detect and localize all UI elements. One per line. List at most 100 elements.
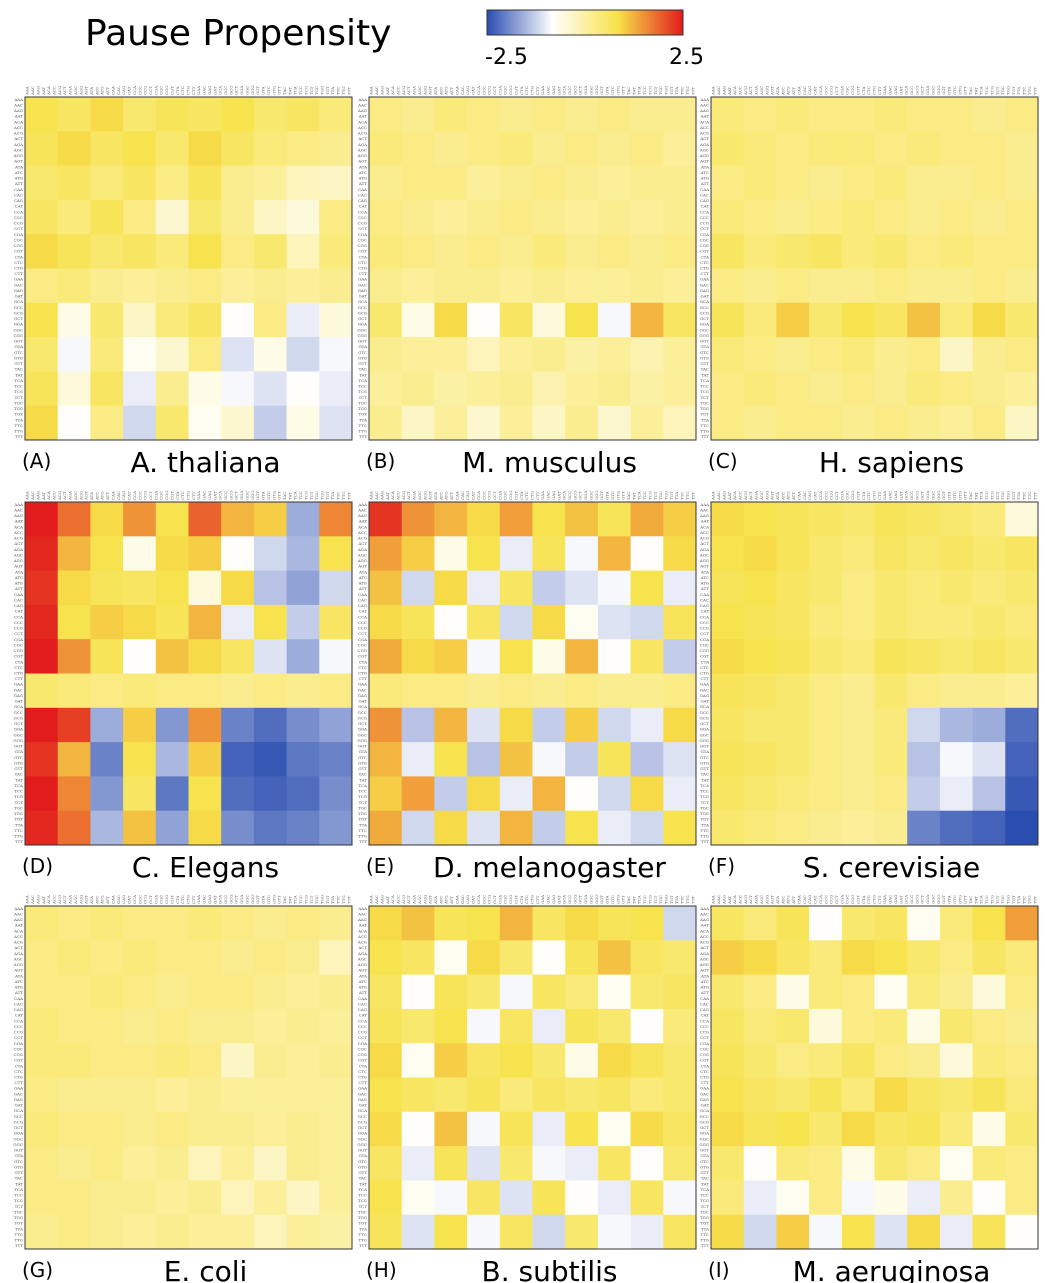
x-codon-label: TAC bbox=[968, 87, 973, 95]
x-codon-label: CGT bbox=[169, 895, 174, 904]
x-codon-label: CAG bbox=[121, 86, 126, 95]
y-codon-label: CTA bbox=[701, 1063, 710, 1068]
y-codon-label: GTC bbox=[14, 755, 23, 760]
heatmap-cell bbox=[597, 199, 632, 235]
x-codon-label: GCA bbox=[904, 491, 909, 500]
x-codon-label: AGT bbox=[428, 86, 433, 96]
x-codon-label: AGG bbox=[78, 86, 83, 96]
y-codon-label: GGA bbox=[358, 322, 367, 327]
heatmap-cell bbox=[319, 405, 353, 441]
heatmap-cell bbox=[776, 707, 810, 743]
heatmap-cell bbox=[25, 707, 59, 743]
x-codon-label: CGC bbox=[845, 895, 850, 904]
x-codon-label: ATA bbox=[433, 87, 438, 96]
x-codon-label: TGT bbox=[325, 491, 330, 500]
y-codon-label: TGT bbox=[358, 817, 367, 822]
heatmap-border bbox=[368, 905, 697, 1250]
heatmap-cell bbox=[123, 337, 157, 372]
x-codon-label: GAC bbox=[546, 491, 551, 500]
x-codon-label: TGC bbox=[658, 895, 663, 904]
x-codon-label: GGA bbox=[583, 491, 588, 500]
x-codon-label: TTT bbox=[690, 896, 695, 904]
y-codon-label: CTC bbox=[14, 1069, 23, 1074]
heatmap-cell bbox=[499, 268, 533, 304]
x-codon-label: ATC bbox=[438, 896, 443, 905]
x-codon-label: GTT bbox=[621, 491, 626, 500]
y-codon-label: TCA bbox=[700, 783, 709, 788]
x-codon-label: CGT bbox=[855, 491, 860, 500]
y-codon-label: GAG bbox=[14, 288, 23, 293]
heatmap-cell bbox=[776, 570, 810, 606]
x-codon-label: TTG bbox=[1027, 491, 1032, 500]
heatmap-cell bbox=[467, 974, 501, 1010]
heatmap-cell bbox=[565, 268, 599, 304]
heatmap-cell bbox=[565, 536, 599, 572]
y-codon-label: GTT bbox=[358, 1170, 367, 1175]
y-codon-label: GTA bbox=[14, 1153, 23, 1158]
y-codon-label: GGA bbox=[700, 322, 709, 327]
heatmap-cell bbox=[630, 1180, 664, 1216]
y-codon-label: AAT bbox=[14, 519, 24, 524]
y-codon-label: CGG bbox=[700, 648, 709, 653]
x-codon-label: GTG bbox=[271, 895, 276, 904]
heatmap-cell bbox=[565, 906, 599, 941]
y-codon-label: ATG bbox=[13, 985, 23, 990]
heatmap-cell bbox=[155, 1077, 189, 1113]
x-codon-label: AGG bbox=[764, 86, 769, 96]
heatmap-cell bbox=[565, 776, 599, 812]
heatmap-cell bbox=[565, 604, 599, 640]
heatmap-cell bbox=[663, 234, 697, 269]
x-codon-label: TAT bbox=[287, 87, 292, 95]
heatmap-cell bbox=[188, 707, 222, 743]
x-codon-label: CCT bbox=[492, 491, 497, 500]
y-codon-label: CGC bbox=[700, 642, 709, 647]
heatmap-cell bbox=[743, 97, 777, 132]
heatmap-cell bbox=[1005, 639, 1039, 674]
x-codon-label: GAA bbox=[196, 491, 201, 500]
x-codon-label: GTA bbox=[261, 491, 266, 500]
heatmap-cell bbox=[907, 940, 941, 976]
heatmap-cell bbox=[630, 570, 664, 606]
x-codon-label: CAC bbox=[116, 895, 121, 904]
heatmap-cell bbox=[841, 502, 875, 537]
y-codon-label: GGA bbox=[14, 322, 23, 327]
y-codon-label: GGG bbox=[13, 1142, 23, 1147]
y-codon-label: AGC bbox=[357, 147, 367, 152]
x-codon-label: GAG bbox=[551, 895, 556, 904]
heatmap-cell bbox=[123, 570, 157, 606]
y-codon-label: GAC bbox=[700, 282, 709, 287]
heatmap-cell bbox=[155, 639, 189, 674]
heatmap-cell bbox=[1005, 1111, 1039, 1147]
heatmap-cell bbox=[57, 707, 91, 743]
heatmap-cell bbox=[221, 974, 255, 1010]
x-codon-label: ATT bbox=[105, 896, 110, 905]
x-codon-label: AGC bbox=[417, 895, 422, 905]
heatmap-cell bbox=[434, 906, 468, 941]
heatmap-cell bbox=[663, 502, 697, 537]
x-codon-label: TCG bbox=[647, 491, 652, 500]
y-codon-label: AGC bbox=[357, 552, 367, 557]
heatmap-cell bbox=[499, 502, 533, 537]
heatmap-cell bbox=[532, 974, 566, 1010]
y-codon-label: GTA bbox=[700, 749, 709, 754]
y-codon-label: TCG bbox=[14, 794, 23, 799]
x-codon-label: AAA bbox=[369, 491, 374, 501]
x-codon-label: CAG bbox=[807, 86, 812, 95]
heatmap-cell bbox=[532, 405, 566, 441]
y-codon-label: AGG bbox=[13, 962, 23, 967]
heatmap-cell bbox=[1005, 673, 1039, 709]
y-codon-label: CAT bbox=[701, 1013, 710, 1018]
heatmap-cell bbox=[711, 337, 745, 372]
heatmap-cell bbox=[809, 639, 843, 674]
heatmap-cell bbox=[972, 1111, 1006, 1147]
x-codon-label: AGG bbox=[78, 491, 83, 501]
heatmap-cell bbox=[874, 1077, 908, 1113]
y-codon-label: AGA bbox=[357, 142, 367, 147]
y-codon-label: CAC bbox=[358, 1001, 367, 1006]
heatmap-cell bbox=[221, 1043, 255, 1078]
heatmap-cell bbox=[597, 707, 632, 743]
heatmap-cell bbox=[253, 604, 288, 640]
y-codon-label: GCG bbox=[700, 310, 709, 315]
x-codon-label: TCG bbox=[989, 491, 994, 500]
heatmap-cell bbox=[467, 776, 501, 812]
